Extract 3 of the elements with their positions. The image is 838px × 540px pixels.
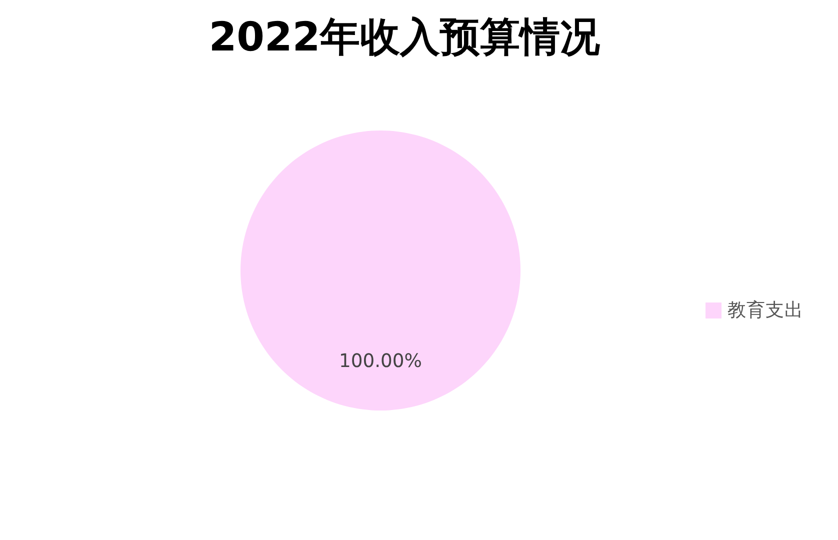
legend-label: 教育支出 [728,299,804,321]
data-label: 100.00% [338,351,422,372]
chart-title: 2022年收入预算情况 [208,14,600,60]
